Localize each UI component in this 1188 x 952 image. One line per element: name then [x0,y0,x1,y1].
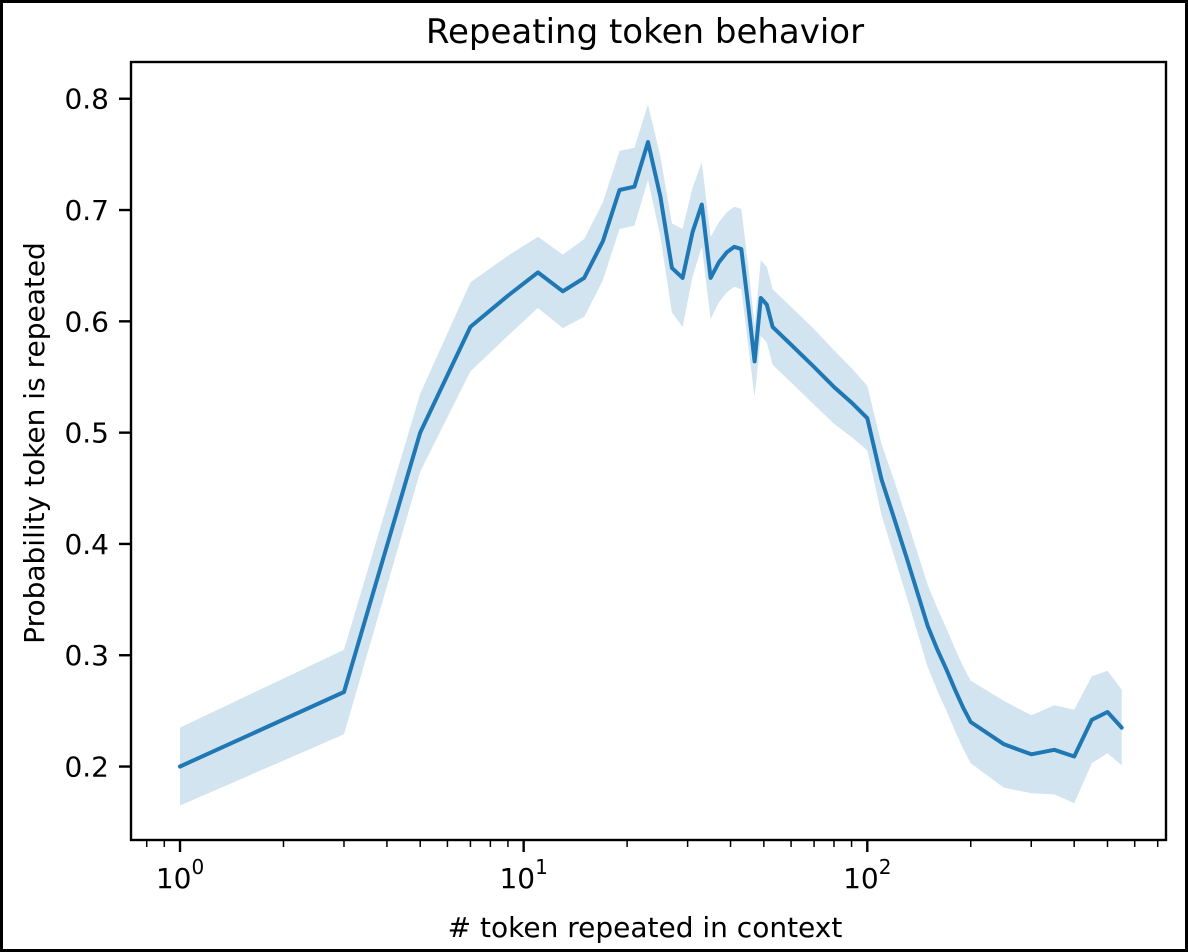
data-line [178,140,1124,769]
x-tick-label: 101 [499,855,547,895]
y-tick-label: 0.8 [64,83,109,116]
y-tick-label: 0.5 [64,417,109,450]
confidence-band-layer [180,104,1122,806]
y-tick-label: 0.3 [64,639,109,672]
y-tick-label: 0.6 [64,305,109,338]
y-tick-label: 0.4 [64,528,109,561]
confidence-band [180,104,1122,806]
y-tick-label: 0.2 [64,751,109,784]
x-tick-label: 100 [156,855,204,895]
x-axis-label: # token repeated in context [448,911,843,944]
plot-area [129,60,1168,842]
tick-layer: 0.8 0.7 0.6 0.5 0.4 0.3 0.2 100 101 102 [64,83,1159,895]
y-tick-label: 0.7 [64,194,109,227]
data-line-layer [178,140,1124,769]
x-tick-label: 102 [843,855,891,895]
y-axis-label: Probability token is repeated [18,242,51,644]
chart-title: Repeating token behavior [426,12,864,52]
